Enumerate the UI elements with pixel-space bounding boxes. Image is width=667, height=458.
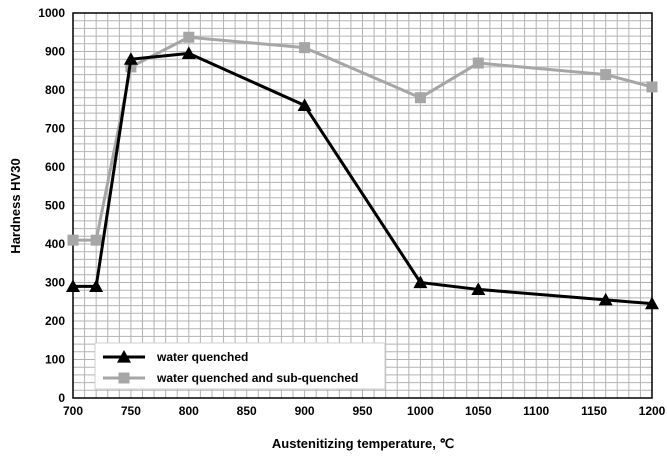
data-point: [89, 279, 104, 292]
data-point: [90, 234, 102, 246]
x-tick-label: 700: [63, 404, 83, 418]
data-point: [183, 31, 195, 43]
x-tick-label: 750: [121, 404, 141, 418]
data-point: [645, 296, 659, 310]
legend: water quenched water quenched and sub-que…: [94, 342, 386, 390]
x-tick-label: 1000: [407, 404, 434, 418]
y-tick-label: 100: [45, 353, 65, 367]
x-tick-label: 1200: [639, 404, 666, 418]
series-water-quenched-sub-quenched: [67, 31, 658, 246]
data-point: [600, 69, 612, 81]
axes: [72, 12, 653, 399]
data-point: [598, 292, 613, 306]
grid: [72, 12, 653, 399]
data-point: [123, 52, 138, 65]
data-point: [181, 46, 196, 60]
x-tick-label: 850: [237, 404, 257, 418]
x-tick-label: 950: [352, 404, 372, 418]
y-tick-label: 400: [45, 237, 65, 251]
x-tick-label: 900: [295, 404, 315, 418]
x-tick-label: 1100: [523, 404, 549, 418]
data-point: [67, 234, 79, 246]
y-tick-label: 800: [45, 83, 65, 97]
series-water-quenched: [66, 46, 659, 310]
y-tick-label: 300: [45, 276, 65, 290]
x-tick-label: 1050: [465, 404, 492, 418]
data-point: [297, 98, 312, 111]
series-layer: [66, 31, 659, 310]
y-axis-title: Hardness HV30: [8, 158, 23, 253]
x-axis-title: Austenitizing temperature, ℃: [272, 436, 454, 451]
legend-label: water quenched and sub-quenched: [156, 371, 358, 385]
y-tick-label: 1000: [38, 6, 65, 20]
y-tick-label: 500: [45, 199, 65, 213]
data-point: [471, 282, 486, 296]
legend-item: water quenched: [103, 350, 248, 364]
y-tick-label: 700: [45, 122, 65, 136]
legend-box: [94, 342, 386, 390]
x-tick-label: 800: [179, 404, 199, 418]
y-tick-label: 900: [45, 45, 65, 59]
legend-marker: [118, 372, 130, 384]
data-point: [299, 42, 311, 54]
legend-marker: [117, 350, 131, 363]
data-point: [472, 57, 484, 69]
x-tick-label: 1150: [581, 404, 607, 418]
y-tick-label: 0: [58, 391, 65, 405]
y-tick-label: 200: [45, 314, 65, 328]
plot-frame: [72, 12, 653, 399]
legend-label: water quenched: [156, 350, 248, 364]
data-point: [66, 279, 80, 292]
data-point: [414, 92, 426, 104]
tick-labels: 700 750 800 850 900 950 1000 1050 1100 1150 1200 0 1…: [38, 6, 665, 418]
data-point: [413, 275, 428, 289]
legend-item: water quenched and sub-quenched: [103, 371, 358, 385]
data-point: [646, 81, 658, 93]
y-tick-label: 600: [45, 160, 65, 174]
